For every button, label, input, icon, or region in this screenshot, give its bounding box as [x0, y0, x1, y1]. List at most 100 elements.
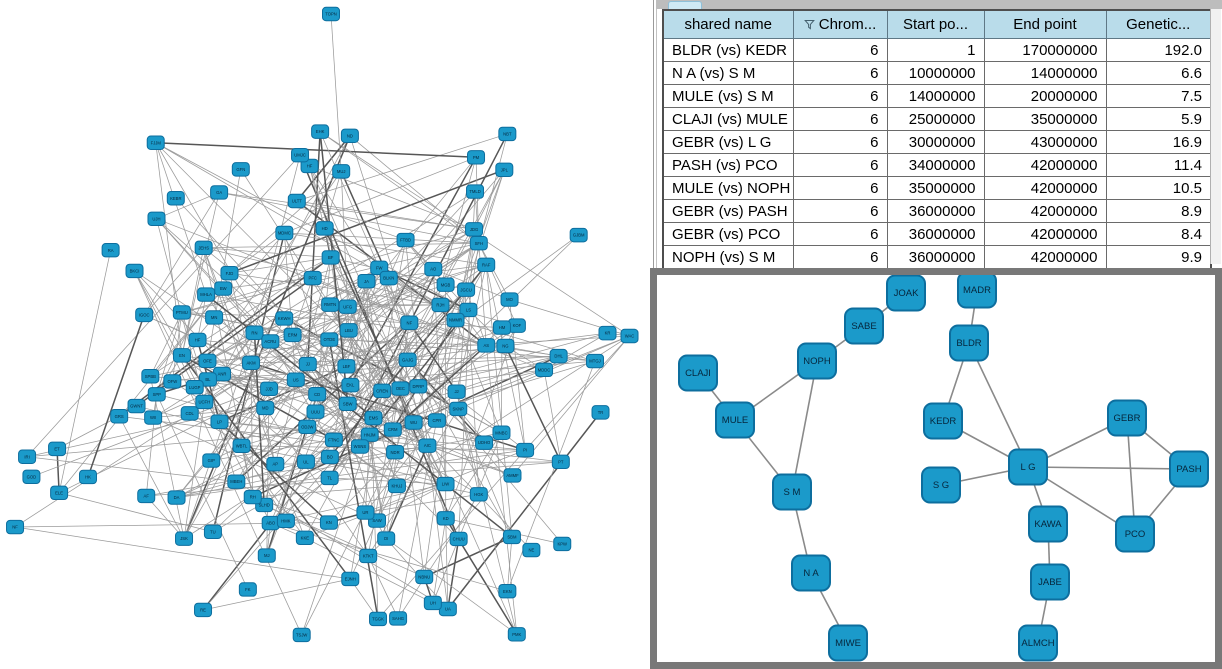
node-shape[interactable] [167, 490, 186, 505]
network-edge[interactable] [283, 232, 378, 521]
network-node-bldr[interactable]: BLDR [949, 324, 989, 362]
node-shape[interactable] [243, 489, 262, 505]
network-node[interactable]: CD [308, 387, 327, 402]
network-node[interactable]: HK [78, 469, 97, 485]
network-node[interactable]: FK [238, 582, 257, 597]
network-edge[interactable] [203, 247, 266, 409]
node-shape[interactable] [457, 282, 476, 297]
node-shape[interactable] [175, 531, 194, 546]
network-edge[interactable] [543, 332, 608, 371]
network-edge[interactable] [26, 154, 301, 458]
network-node[interactable]: EKN [498, 584, 517, 599]
node-shape[interactable] [188, 332, 207, 348]
node-shape[interactable] [311, 124, 330, 139]
table-cell-end_point[interactable]: 43000000 [983, 130, 1107, 154]
table-cell-start_position[interactable]: 14000000 [886, 84, 985, 108]
node-shape[interactable] [18, 449, 37, 464]
network-node[interactable]: CDL [180, 406, 199, 421]
node-shape[interactable] [424, 261, 443, 277]
node-shape[interactable] [591, 405, 610, 420]
network-edge[interactable] [543, 369, 562, 462]
network-node[interactable]: UR [356, 505, 375, 520]
network-node[interactable]: PFC [303, 270, 322, 286]
filter-funnel-icon[interactable] [803, 17, 815, 34]
node-shape[interactable] [469, 236, 488, 251]
network-node[interactable]: DI [377, 531, 396, 546]
network-node[interactable]: CRM [383, 422, 402, 437]
network-node[interactable]: UA [438, 601, 457, 617]
network-node-claji[interactable]: CLAJI [678, 354, 718, 392]
network-node[interactable]: GOD [22, 469, 41, 485]
node-shape[interactable] [391, 381, 410, 396]
network-edge[interactable] [365, 434, 371, 513]
node-shape[interactable] [137, 488, 156, 504]
node-shape[interactable] [957, 275, 997, 309]
network-node[interactable]: TGGK [369, 611, 388, 627]
network-edge[interactable] [156, 192, 220, 220]
network-edge[interactable] [150, 288, 224, 377]
network-node[interactable]: LS [459, 302, 478, 318]
network-node[interactable]: LP [210, 414, 229, 429]
node-shape[interactable] [332, 164, 351, 179]
network-edge[interactable] [181, 192, 220, 356]
network-edge[interactable] [241, 426, 308, 447]
network-node[interactable]: SKNP [449, 401, 468, 417]
network-edge[interactable] [156, 394, 249, 590]
network-edge[interactable] [309, 165, 518, 635]
table-cell-end_point[interactable]: 170000000 [983, 38, 1107, 62]
network-node[interactable]: MJ [257, 548, 276, 563]
table-cell-genetic[interactable]: 7.5 [1105, 84, 1212, 108]
network-edge-lg-pash[interactable] [1027, 466, 1190, 470]
network-node[interactable]: IGOC [135, 307, 154, 323]
table-cell-chromosome[interactable]: 6 [792, 84, 888, 108]
node-shape[interactable] [172, 305, 191, 320]
network-edge[interactable] [134, 270, 196, 388]
table-cell-genetic[interactable]: 11.4 [1105, 153, 1212, 177]
network-edge[interactable] [58, 288, 224, 494]
table-row[interactable]: GEBR (vs) PASH 6 36000000 42000000 8.9 [662, 199, 1212, 223]
network-node[interactable]: DA [167, 490, 186, 505]
network-node-jabe[interactable]: JABE [1030, 563, 1070, 601]
network-node[interactable]: BO [320, 449, 339, 465]
network-node[interactable]: KHUJ [387, 478, 406, 494]
node-shape[interactable] [147, 211, 166, 226]
network-edge[interactable] [155, 142, 207, 295]
network-edge[interactable] [456, 369, 545, 393]
node-shape[interactable] [172, 348, 191, 363]
network-node[interactable]: HMK [276, 513, 295, 528]
network-edge[interactable] [478, 243, 518, 326]
network-node[interactable]: NBNU [415, 569, 434, 585]
network-edge[interactable] [348, 330, 398, 486]
node-shape[interactable] [6, 519, 25, 535]
node-shape[interactable] [549, 348, 568, 364]
network-edge[interactable] [330, 13, 342, 172]
node-shape[interactable] [797, 342, 837, 380]
table-cell-end_point[interactable]: 14000000 [983, 61, 1107, 85]
network-node[interactable]: LUGP [185, 380, 204, 395]
table-row[interactable]: MULE (vs) NOPH 6 35000000 42000000 10.5 [662, 176, 1212, 200]
node-shape[interactable] [144, 410, 163, 425]
network-node[interactable]: HM [492, 320, 511, 335]
node-shape[interactable] [465, 222, 484, 237]
filtered-network-canvas[interactable]: JOAK MADR SABE NOPH BLDR CLAJI MULE KEDR GEBR L G… [657, 275, 1215, 662]
network-node[interactable]: MDMC [275, 225, 294, 241]
network-node[interactable]: UL [296, 454, 315, 469]
network-node[interactable]: RJH [431, 297, 450, 313]
network-edge[interactable] [305, 322, 410, 462]
network-edge[interactable] [456, 264, 487, 392]
node-shape[interactable] [321, 250, 340, 265]
node-shape[interactable] [1008, 448, 1048, 486]
node-shape[interactable] [298, 356, 317, 372]
network-node[interactable]: FJJM [146, 135, 165, 150]
network-edge[interactable] [254, 155, 301, 333]
column-header-start_position[interactable]: Start po... [886, 9, 985, 39]
network-node[interactable]: EKL [341, 377, 360, 393]
node-shape[interactable] [339, 323, 358, 338]
network-node[interactable]: UCFH [195, 394, 214, 410]
network-edge[interactable] [365, 420, 438, 513]
network-edge[interactable] [183, 318, 285, 539]
node-shape[interactable] [516, 442, 535, 458]
network-node[interactable]: BF [321, 250, 340, 265]
network-node[interactable]: AKM [242, 355, 261, 370]
node-shape[interactable] [427, 413, 446, 428]
